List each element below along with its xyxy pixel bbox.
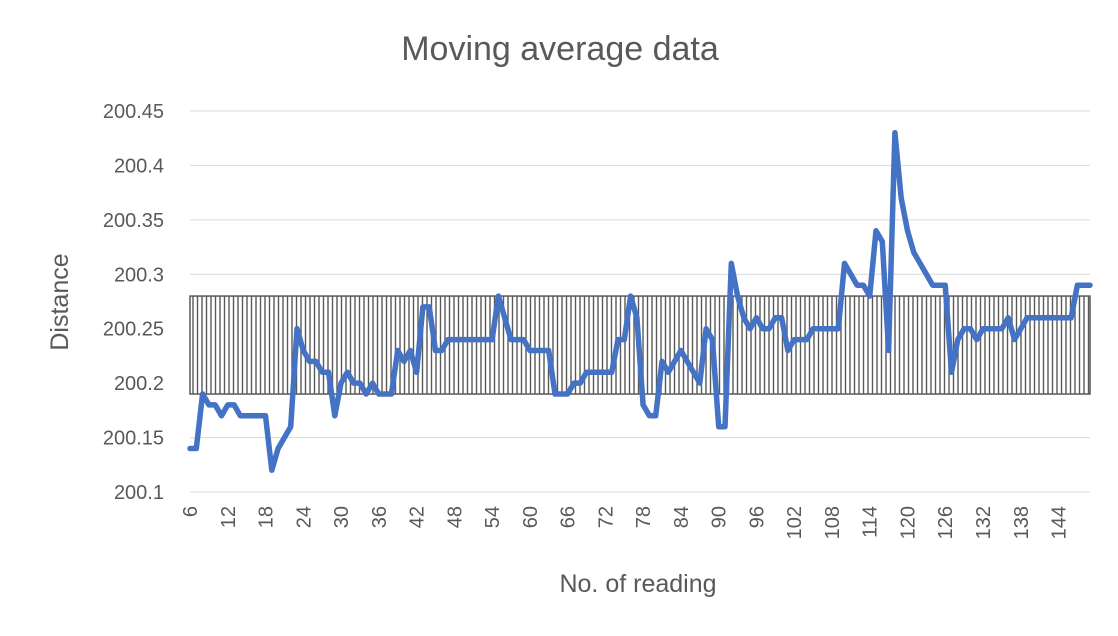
x-tick-label: 6 [180, 506, 202, 517]
x-axis-tick-labels: 6 12 18 24 30 36 42 48 54 60 66 72 78 84 90 96 102 108 114… [180, 506, 1071, 539]
x-tick-label: 114 [860, 506, 882, 538]
y-tick-label: 200.45 [103, 101, 164, 123]
x-tick-label: 60 [520, 506, 542, 528]
y-tick-label: 200.4 [114, 155, 164, 177]
x-tick-label: 84 [671, 506, 693, 528]
x-tick-label: 54 [482, 506, 504, 528]
x-tick-label: 108 [822, 506, 844, 539]
x-tick-label: 72 [595, 506, 617, 528]
x-tick-label: 90 [709, 506, 731, 528]
x-axis-title: No. of reading [559, 570, 716, 598]
x-tick-label: 102 [784, 506, 806, 539]
x-tick-label: 18 [256, 506, 278, 528]
y-tick-label: 200.15 [103, 428, 164, 450]
x-tick-label: 132 [973, 506, 995, 539]
x-tick-label: 24 [293, 506, 315, 528]
y-axis-tick-labels: 200.45 200.4 200.35 200.3 200.25 200.2 200.15 2… [103, 101, 164, 504]
x-tick-label: 12 [218, 506, 240, 528]
x-tick-label: 126 [935, 506, 957, 539]
x-tick-label: 138 [1011, 506, 1033, 539]
x-tick-label: 42 [407, 506, 429, 528]
x-tick-label: 30 [331, 506, 353, 528]
x-tick-label: 120 [897, 506, 919, 539]
y-tick-label: 200.1 [114, 482, 164, 504]
x-tick-label: 78 [633, 506, 655, 528]
x-tick-label: 96 [746, 506, 768, 528]
chart-title: Moving average data [401, 30, 719, 68]
y-tick-label: 200.2 [114, 373, 164, 395]
x-tick-label: 48 [444, 506, 466, 528]
y-tick-label: 200.25 [103, 319, 164, 341]
x-tick-label: 66 [558, 506, 580, 528]
series-group [187, 130, 1093, 473]
x-tick-label: 144 [1049, 506, 1071, 539]
x-tick-label: 36 [369, 506, 391, 528]
y-tick-label: 200.3 [114, 264, 164, 286]
y-axis-title: Distance [46, 253, 74, 350]
y-tick-label: 200.35 [103, 210, 164, 232]
series-line [187, 130, 1093, 473]
